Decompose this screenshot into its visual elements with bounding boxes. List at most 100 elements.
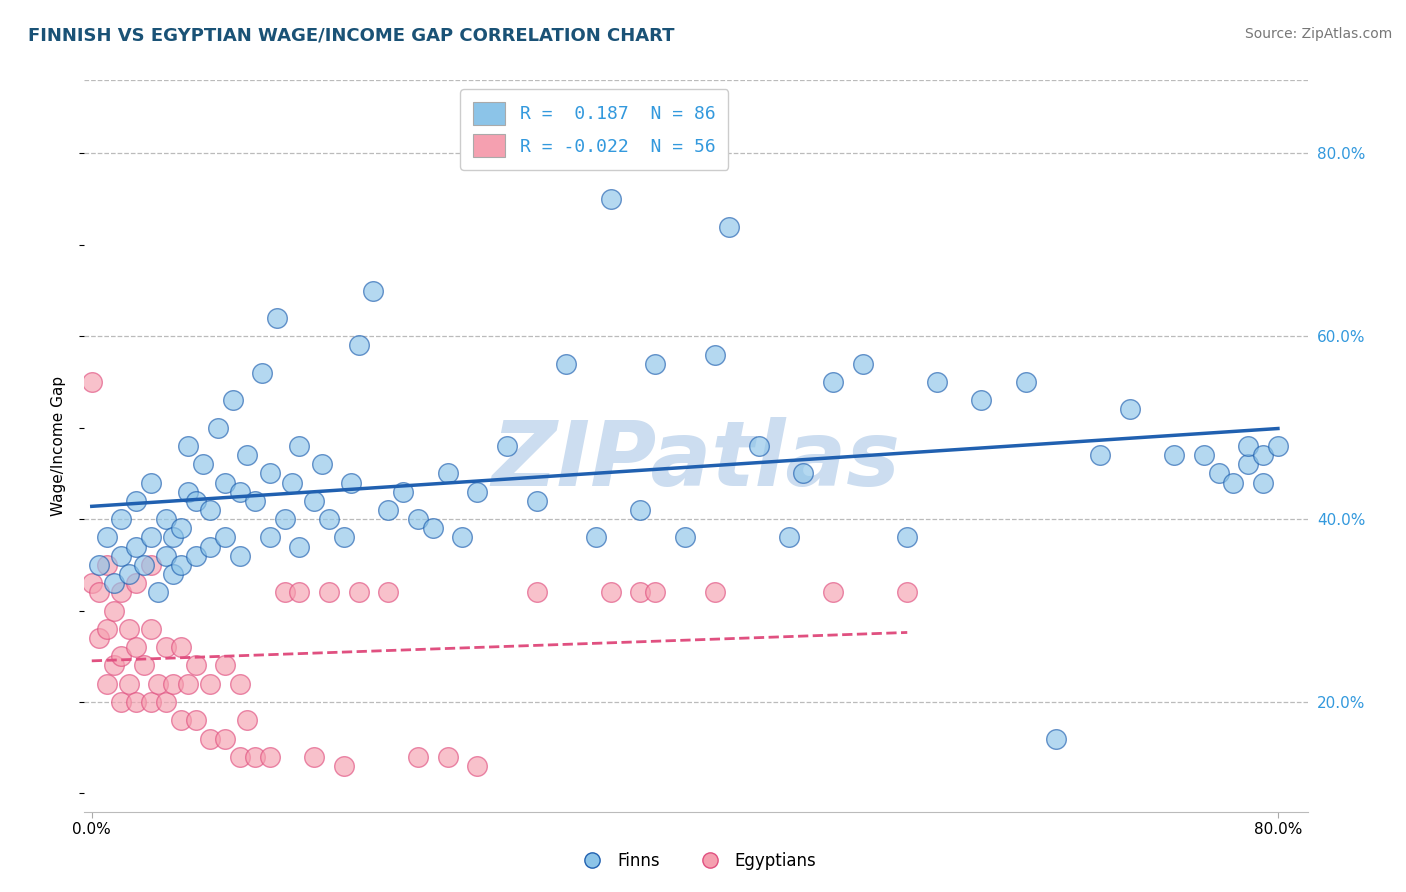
Point xyxy=(89,558,111,572)
Point xyxy=(599,585,621,599)
Point xyxy=(229,549,252,563)
Point xyxy=(170,521,193,535)
Point xyxy=(347,585,370,599)
Point xyxy=(585,530,607,544)
Point xyxy=(970,393,993,408)
Point xyxy=(333,759,356,773)
Point xyxy=(177,439,200,453)
Point xyxy=(155,640,177,655)
Point xyxy=(281,475,304,490)
Point xyxy=(221,393,243,408)
Point xyxy=(200,540,222,554)
Point xyxy=(896,585,918,599)
Point xyxy=(1237,439,1260,453)
Point xyxy=(1222,475,1244,490)
Point xyxy=(139,558,162,572)
Point xyxy=(184,549,207,563)
Point xyxy=(155,695,177,709)
Point xyxy=(496,439,519,453)
Point xyxy=(748,439,770,453)
Point xyxy=(243,494,266,508)
Point xyxy=(252,366,274,380)
Point xyxy=(1088,448,1111,462)
Point xyxy=(311,457,333,471)
Point xyxy=(162,567,184,582)
Point xyxy=(792,467,814,481)
Point xyxy=(1251,448,1274,462)
Point xyxy=(148,676,170,690)
Point xyxy=(118,676,141,690)
Point xyxy=(302,749,325,764)
Point xyxy=(118,622,141,636)
Point xyxy=(191,457,214,471)
Point xyxy=(184,714,207,728)
Point xyxy=(125,640,148,655)
Point xyxy=(236,714,259,728)
Point xyxy=(170,640,193,655)
Point xyxy=(110,649,132,664)
Point xyxy=(259,749,281,764)
Point xyxy=(207,421,229,435)
Point xyxy=(214,731,236,746)
Point xyxy=(200,676,222,690)
Point xyxy=(229,749,252,764)
Point xyxy=(555,357,578,371)
Point xyxy=(125,576,148,591)
Point xyxy=(628,503,651,517)
Point xyxy=(778,530,800,544)
Point xyxy=(823,585,845,599)
Point xyxy=(288,439,311,453)
Point xyxy=(318,512,340,526)
Y-axis label: Wage/Income Gap: Wage/Income Gap xyxy=(51,376,66,516)
Point xyxy=(184,494,207,508)
Point xyxy=(406,512,429,526)
Point xyxy=(214,475,236,490)
Point xyxy=(200,731,222,746)
Point xyxy=(139,622,162,636)
Point xyxy=(110,512,132,526)
Point xyxy=(96,622,118,636)
Point xyxy=(1267,439,1289,453)
Point xyxy=(465,484,488,499)
Point xyxy=(96,676,118,690)
Point xyxy=(852,357,875,371)
Point xyxy=(377,503,399,517)
Point xyxy=(703,585,725,599)
Point xyxy=(162,530,184,544)
Point xyxy=(1208,467,1230,481)
Point xyxy=(333,530,356,544)
Point xyxy=(273,585,295,599)
Point xyxy=(200,503,222,517)
Point xyxy=(451,530,474,544)
Point xyxy=(110,695,132,709)
Point xyxy=(96,530,118,544)
Point xyxy=(259,530,281,544)
Point xyxy=(148,585,170,599)
Point xyxy=(236,448,259,462)
Point xyxy=(628,585,651,599)
Point xyxy=(288,540,311,554)
Point xyxy=(103,658,125,673)
Point xyxy=(718,219,741,234)
Point xyxy=(125,695,148,709)
Text: Source: ZipAtlas.com: Source: ZipAtlas.com xyxy=(1244,27,1392,41)
Point xyxy=(139,695,162,709)
Point xyxy=(177,676,200,690)
Point xyxy=(139,530,162,544)
Point xyxy=(170,558,193,572)
Point xyxy=(526,494,548,508)
Point xyxy=(243,749,266,764)
Point xyxy=(377,585,399,599)
Point xyxy=(273,512,295,526)
Point xyxy=(896,530,918,544)
Point xyxy=(340,475,363,490)
Point xyxy=(177,484,200,499)
Point xyxy=(318,585,340,599)
Point xyxy=(214,530,236,544)
Point xyxy=(347,338,370,352)
Point xyxy=(363,284,385,298)
Point xyxy=(103,576,125,591)
Point xyxy=(110,549,132,563)
Point xyxy=(259,467,281,481)
Point xyxy=(170,714,193,728)
